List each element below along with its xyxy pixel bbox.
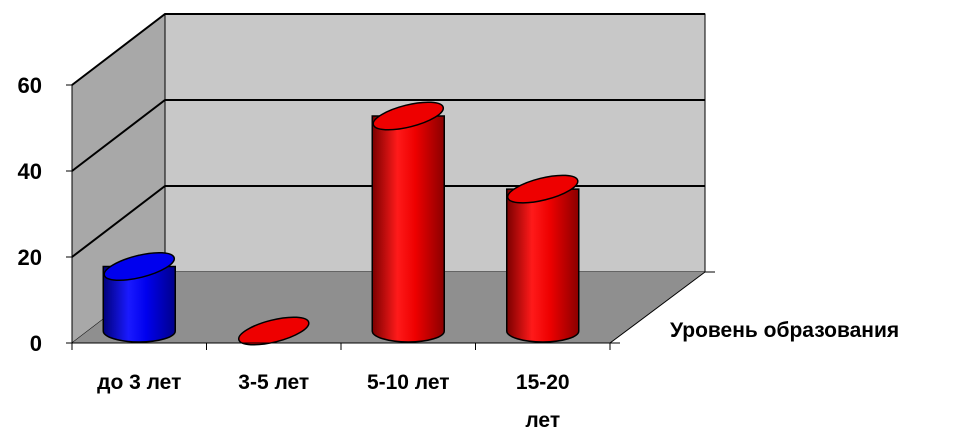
bar-4 [506,174,580,343]
bar-3 [371,101,445,343]
bar-body [371,115,445,343]
depth-axis [609,271,706,344]
axes [66,84,715,350]
bar-body [506,188,580,343]
bar-body [102,265,176,343]
bar-top [372,101,445,131]
bar-1 [102,251,176,343]
y-tick-label: 60 [18,73,42,98]
depth-axis-label: Уровень образования [670,319,899,342]
x-tick-label: 3-5 лет [238,371,309,394]
y-tick-label: 0 [30,331,42,356]
x-tick-label: 5-10 лет [367,371,450,394]
gridline [71,13,705,86]
bar-top [237,316,310,346]
bar-top [506,174,579,204]
y-tick-label: 20 [18,245,42,270]
labels: 0 20 40 60 до 3 лет 3-5 лет 5-10 лет 15-20 лет Ур… [18,73,900,432]
bar-2 [237,316,310,346]
bar-top [103,251,176,282]
x-tick-label: до 3 лет [97,371,181,394]
y-tick-label: 40 [18,159,42,184]
gridline [71,99,705,172]
bars [102,101,580,346]
x-tick-label: 15-20 лет [516,371,570,432]
